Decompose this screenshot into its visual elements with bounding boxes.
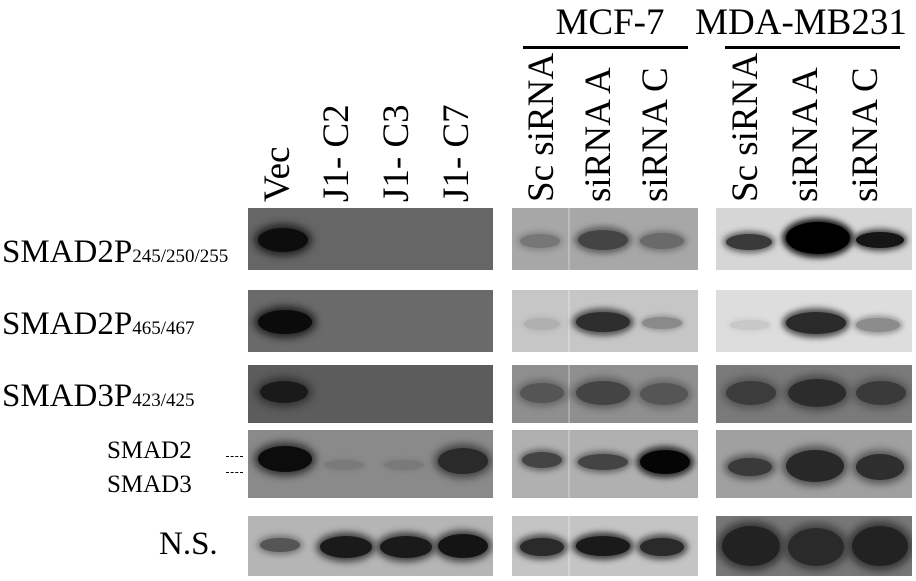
band: [324, 460, 364, 470]
row-label-main: SMAD3P: [2, 378, 133, 414]
blot-panel-r4-left: [248, 430, 493, 498]
lane-label-j1-c7: J1- C7: [436, 104, 477, 202]
band: [786, 312, 846, 334]
row-label-smad3: SMAD3: [107, 471, 192, 498]
lane-label-mcf7-sirna-a: siRNA A: [578, 67, 619, 202]
smad3-marker-dash: [226, 472, 243, 474]
band: [380, 536, 432, 558]
blot-panel-r5-mda: [716, 516, 912, 576]
blot-panel-r3-left: [248, 365, 493, 423]
group-underline-mcf7: [523, 46, 688, 49]
row-label-smad2p-245: SMAD2P245/250/255: [2, 236, 228, 269]
band: [728, 458, 772, 476]
band: [520, 234, 560, 248]
band: [438, 448, 488, 474]
blot-panel-r1-mda: [716, 208, 912, 270]
lane-label-vec: Vec: [257, 146, 298, 202]
band: [260, 538, 300, 552]
blot-panel-r2-mcf7: [512, 290, 698, 352]
band: [726, 234, 772, 250]
band: [852, 526, 908, 566]
band: [384, 460, 424, 470]
band: [320, 536, 372, 558]
band: [578, 454, 628, 470]
band: [522, 452, 562, 468]
band: [856, 454, 904, 480]
band: [438, 534, 488, 558]
band: [726, 381, 776, 405]
band: [788, 528, 844, 566]
band: [576, 381, 630, 405]
band: [640, 383, 688, 405]
row-label-sub: 245/250/255: [132, 246, 229, 267]
band: [260, 381, 308, 403]
row-label-main: SMAD2P: [2, 234, 133, 270]
blot-panel-r1-mcf7: [512, 208, 698, 270]
band: [578, 230, 628, 250]
row-label-sub: 465/467: [132, 318, 195, 339]
band: [786, 450, 844, 482]
blot-panel-r2-mda: [716, 290, 912, 352]
band: [722, 526, 780, 566]
lane-label-j1-c2: J1- C2: [316, 104, 357, 202]
band: [576, 312, 630, 332]
blot-panel-r5-left: [248, 516, 493, 576]
band: [258, 228, 308, 252]
band: [640, 233, 684, 249]
band: [258, 446, 312, 472]
lane-label-mda-sc-sirna: Sc siRNA: [725, 52, 766, 202]
row-label-ns: N.S.: [159, 526, 218, 562]
smad2-marker-dash: [226, 456, 243, 458]
blot-panel-r3-mcf7: [512, 365, 698, 423]
band: [730, 320, 770, 330]
blot-panel-r1-left: [248, 208, 493, 270]
band: [642, 317, 682, 329]
band: [856, 318, 900, 332]
band: [788, 379, 846, 407]
band: [640, 538, 684, 556]
lane-label-mcf7-sirna-c: siRNA C: [635, 67, 676, 202]
band: [786, 222, 850, 254]
band: [576, 536, 630, 556]
band: [856, 232, 904, 248]
band: [640, 450, 690, 474]
band: [524, 318, 560, 330]
blot-panel-r4-mcf7: [512, 430, 698, 498]
row-label-main: SMAD2P: [2, 306, 133, 342]
lane-label-mda-sirna-a: siRNA A: [785, 67, 826, 202]
band: [520, 383, 564, 403]
band: [258, 310, 312, 334]
lane-label-mda-sirna-c: siRNA C: [845, 67, 886, 202]
blot-panel-r4-mda: [716, 430, 912, 498]
blot-panel-r2-left: [248, 290, 493, 352]
lane-label-j1-c3: J1- C3: [376, 104, 417, 202]
row-label-smad2p-465: SMAD2P465/467: [2, 308, 195, 341]
row-label-smad2: SMAD2: [107, 437, 192, 464]
group-underline-mda: [725, 46, 900, 49]
row-label-sub: 423/425: [132, 390, 195, 411]
group-label-mcf7: MCF-7: [555, 2, 665, 43]
blot-panel-r3-mda: [716, 365, 912, 423]
blot-panel-r5-mcf7: [512, 516, 698, 576]
row-label-smad3p-423: SMAD3P423/425: [2, 380, 195, 413]
lane-label-mcf7-sc-sirna: Sc siRNA: [521, 52, 562, 202]
group-label-mda: MDA-MB231: [695, 2, 907, 43]
band: [856, 381, 906, 405]
band: [520, 538, 564, 556]
